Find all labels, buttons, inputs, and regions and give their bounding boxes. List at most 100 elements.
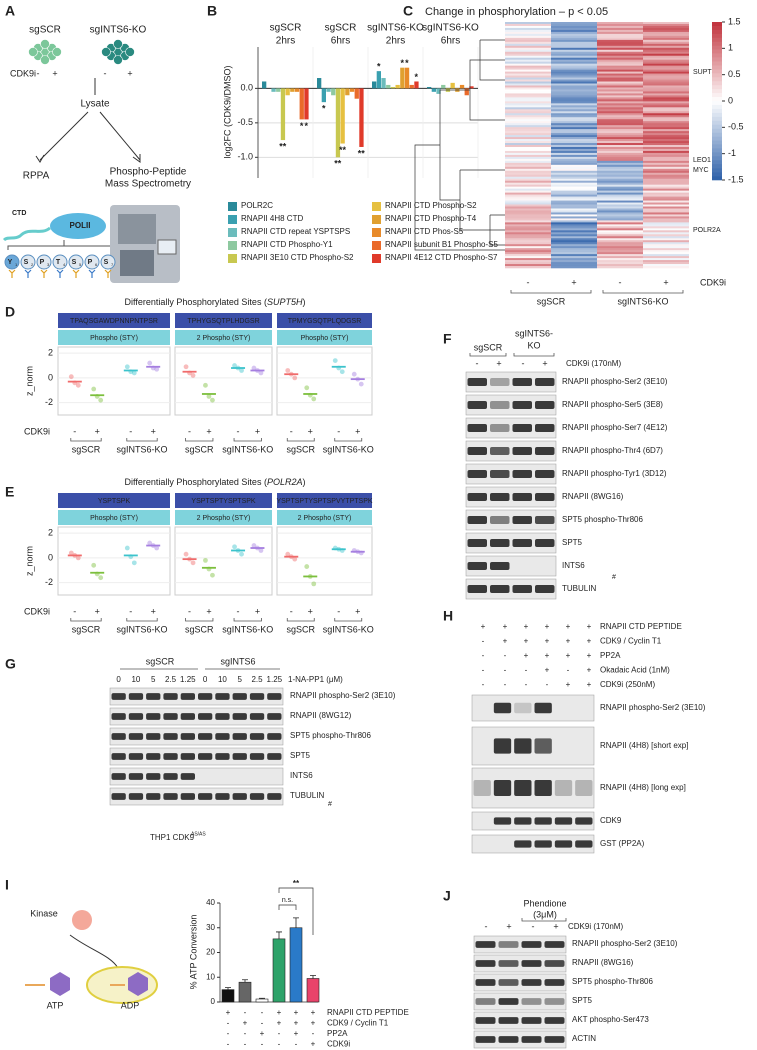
label: Kinase (30, 908, 58, 918)
label: + (566, 651, 571, 660)
colorbar-label: 1 (728, 43, 733, 53)
label: + (566, 680, 571, 689)
heat-cell (597, 240, 643, 243)
band (198, 753, 213, 760)
label: + (311, 1040, 316, 1049)
band (232, 713, 247, 720)
heat-cell (597, 170, 643, 174)
cell (101, 47, 111, 57)
heat-cell (551, 57, 597, 60)
bar (272, 938, 286, 1003)
point (154, 545, 160, 551)
band (198, 713, 213, 720)
label: 1.25 (267, 675, 283, 684)
heat-cell (597, 115, 643, 118)
heat-cell (643, 22, 689, 25)
label: + (481, 622, 486, 631)
heat-cell (643, 154, 689, 158)
heat-cell (597, 133, 643, 136)
heat-cell (643, 97, 689, 100)
band (535, 539, 555, 547)
heat-cell (597, 119, 643, 122)
colorbar (712, 69, 722, 74)
label: AS/AS (191, 831, 206, 837)
heat-cell (505, 137, 551, 140)
heat-cell (505, 113, 551, 116)
antibody (72, 269, 80, 278)
label: YSPTSPTYSPTSPK (191, 498, 256, 505)
point (124, 545, 130, 551)
heat-cell (505, 232, 551, 235)
strip-title: Differentially Phosphorylated Sites (SUP… (125, 297, 306, 307)
point (75, 382, 81, 388)
band (498, 1036, 519, 1043)
heat-cell (597, 200, 643, 203)
band (514, 702, 532, 714)
label: 1.25 (180, 675, 196, 684)
heat-cell (643, 135, 689, 138)
heat-cell (551, 186, 597, 189)
heat-cell (597, 238, 643, 241)
heat-cell (643, 218, 689, 221)
heat-cell (597, 139, 643, 142)
plot-area (174, 346, 273, 416)
label: - (295, 1040, 298, 1049)
heat-cell (643, 87, 689, 90)
heat-cell (597, 258, 643, 261)
band (146, 753, 161, 760)
heat-cell (505, 93, 551, 96)
band (490, 424, 510, 432)
band (146, 793, 161, 800)
legend-swatch (228, 202, 237, 211)
heat-cell (597, 222, 643, 225)
heat-cell (505, 109, 551, 112)
error-bar (242, 979, 248, 983)
heat-cell (597, 252, 643, 255)
label: P (88, 259, 93, 266)
heat-cell (597, 180, 643, 183)
heat-cell (597, 57, 643, 60)
strip-header (58, 510, 170, 525)
band (111, 793, 126, 800)
point (91, 562, 97, 568)
heat-cell (551, 246, 597, 249)
blot (471, 834, 595, 854)
band (215, 693, 230, 700)
heat-cell (597, 23, 643, 27)
band (544, 1017, 565, 1024)
heat-cell (505, 178, 551, 182)
heat-cell (643, 139, 689, 142)
heat-cell (551, 45, 597, 49)
panel-label: E (5, 484, 14, 500)
heat-cell (597, 264, 643, 267)
plot-area (57, 526, 171, 596)
heat-cell (597, 160, 643, 164)
blot (465, 371, 557, 393)
label: + (545, 666, 550, 675)
bar (290, 88, 295, 92)
bar (359, 88, 364, 147)
heat-cell (643, 178, 689, 182)
label: P (40, 259, 45, 266)
heat-cell (597, 228, 643, 231)
band (475, 960, 496, 967)
colorbar (712, 29, 722, 35)
band (498, 979, 519, 986)
heat-cell (597, 35, 643, 39)
error-bar (259, 997, 265, 1000)
blot (109, 767, 284, 786)
band (163, 793, 178, 800)
heat-cell (643, 43, 689, 47)
panel-label: F (443, 331, 452, 347)
label: - (482, 680, 485, 689)
heat-cell (597, 89, 643, 92)
heat-cell (643, 111, 689, 114)
label: + (151, 606, 156, 616)
heat-cell (551, 216, 597, 219)
heat-cell (551, 99, 597, 102)
heat-cell (597, 22, 643, 25)
label: + (496, 358, 501, 368)
label: + (587, 622, 592, 631)
heat-cell (643, 109, 689, 112)
heat-cell (597, 51, 643, 55)
